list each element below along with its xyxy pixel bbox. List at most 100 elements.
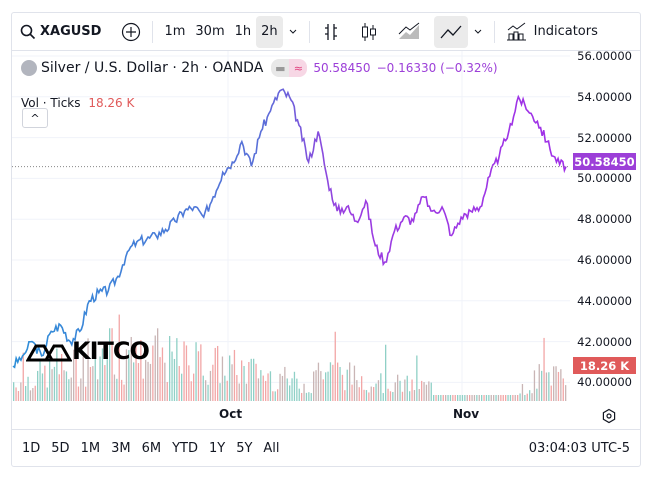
volume-bar bbox=[553, 366, 555, 401]
volume-bar bbox=[253, 358, 255, 401]
volume-bar bbox=[51, 369, 53, 401]
range-all[interactable]: All bbox=[263, 441, 280, 456]
range-1y[interactable]: 1Y bbox=[208, 441, 226, 456]
volume-bar bbox=[519, 393, 521, 401]
volume-bar bbox=[325, 372, 327, 401]
volume-bar bbox=[125, 349, 128, 401]
volume-bar bbox=[454, 395, 456, 401]
volume-bar bbox=[370, 386, 372, 401]
volume-bar bbox=[502, 395, 504, 401]
area-style-button[interactable] bbox=[392, 16, 428, 48]
volume-bar bbox=[469, 395, 471, 401]
volume-bar bbox=[543, 337, 545, 401]
volume-bar bbox=[373, 387, 375, 401]
compare-button[interactable] bbox=[116, 16, 146, 48]
interval-1m[interactable]: 1m bbox=[164, 24, 186, 39]
volume-bar bbox=[517, 395, 519, 401]
kitco-logo-text: KITCO bbox=[72, 337, 150, 365]
volume-bar bbox=[178, 366, 180, 401]
range-1d[interactable]: 1D bbox=[22, 441, 41, 456]
volume-bar bbox=[536, 388, 538, 401]
settings-button[interactable] bbox=[601, 408, 617, 424]
kitco-logo: KITCO bbox=[26, 337, 150, 365]
volume-bar bbox=[25, 386, 27, 401]
interval-dropdown[interactable] bbox=[283, 16, 303, 48]
interval-2h[interactable]: 2h bbox=[256, 15, 283, 48]
bars-style-button[interactable] bbox=[316, 16, 346, 48]
volume-bar bbox=[320, 371, 322, 401]
price-tick: 40.00000 bbox=[577, 375, 632, 390]
volume-bar bbox=[476, 395, 478, 401]
volume-bar bbox=[473, 395, 476, 401]
kitco-bars-icon bbox=[26, 344, 72, 362]
collapse-legend-button[interactable]: ^ bbox=[22, 108, 48, 128]
range-ytd[interactable]: YTD bbox=[172, 441, 198, 456]
volume-bar bbox=[433, 395, 435, 401]
volume-bar bbox=[550, 385, 552, 401]
volume-bar bbox=[401, 391, 404, 401]
volume-bar bbox=[236, 375, 238, 401]
candles-style-button[interactable] bbox=[354, 16, 384, 48]
volume-bar bbox=[257, 378, 260, 401]
volume-bar bbox=[75, 357, 77, 401]
price-tick: 44.00000 bbox=[577, 293, 632, 308]
volume-bar bbox=[356, 380, 358, 401]
interval-30m[interactable]: 30m bbox=[195, 24, 225, 39]
volume-bar bbox=[269, 371, 272, 401]
volume-bar bbox=[161, 347, 164, 401]
chart-style-dropdown[interactable] bbox=[468, 16, 488, 48]
volume-bar bbox=[375, 383, 377, 401]
volume-bar bbox=[195, 342, 197, 401]
volume-bar bbox=[500, 395, 502, 401]
gear-icon bbox=[602, 408, 616, 424]
volume-bar bbox=[368, 392, 370, 401]
volume-bar bbox=[363, 389, 365, 401]
range-3m[interactable]: 3M bbox=[111, 441, 131, 456]
range-6m[interactable]: 6M bbox=[141, 441, 162, 456]
price-chart[interactable] bbox=[12, 51, 640, 416]
volume-bar bbox=[399, 380, 401, 401]
volume-bar bbox=[562, 378, 564, 401]
price-tick: 56.00000 bbox=[577, 49, 632, 63]
volume-bar bbox=[418, 389, 420, 401]
legend-toggle[interactable]: ▬ ≈ bbox=[271, 59, 308, 77]
chart-legend: Silver / U.S. Dollar · 2h · OANDA ▬ ≈ 50.… bbox=[21, 59, 498, 77]
range-1m[interactable]: 1M bbox=[80, 441, 101, 456]
volume-bar bbox=[541, 370, 543, 401]
volume-bar bbox=[92, 366, 94, 401]
volume-bar bbox=[32, 388, 34, 401]
indicators-button[interactable]: Indicators bbox=[501, 16, 603, 48]
symbol-search-button[interactable]: XAGUSD bbox=[12, 16, 106, 48]
line-style-button[interactable] bbox=[433, 15, 468, 48]
volume-bar bbox=[145, 359, 147, 401]
volume-bar bbox=[185, 345, 188, 401]
volume-bar bbox=[87, 338, 89, 401]
volume-bar bbox=[365, 390, 368, 401]
time-label-nov: Nov bbox=[453, 407, 480, 421]
volume-bar bbox=[382, 393, 384, 401]
volume-bar bbox=[109, 328, 111, 401]
volume-bar bbox=[485, 395, 488, 401]
volume-bar bbox=[77, 386, 80, 401]
volume-bar bbox=[104, 365, 106, 401]
volume-bar bbox=[471, 395, 473, 401]
volume-bar bbox=[166, 382, 168, 401]
volume-bar bbox=[169, 336, 171, 401]
volume-bar bbox=[142, 378, 144, 401]
volume-bar bbox=[524, 395, 526, 401]
volume-bar bbox=[531, 393, 533, 401]
range-5d[interactable]: 5D bbox=[51, 441, 70, 456]
volume-bar bbox=[512, 395, 514, 401]
volume-bar bbox=[63, 370, 65, 401]
range-5y[interactable]: 5Y bbox=[236, 441, 253, 456]
volume-bar bbox=[332, 364, 334, 401]
volume-bar bbox=[495, 395, 497, 401]
interval-1h[interactable]: 1h bbox=[234, 24, 252, 39]
volume-bar bbox=[557, 371, 560, 401]
volume-bar bbox=[351, 384, 353, 401]
volume-bar bbox=[41, 373, 44, 401]
clock[interactable]: 03:04:03 UTC-5 bbox=[528, 441, 630, 456]
volume-bar bbox=[214, 347, 216, 401]
volume-bar bbox=[449, 395, 452, 401]
volume-bar bbox=[116, 378, 118, 401]
